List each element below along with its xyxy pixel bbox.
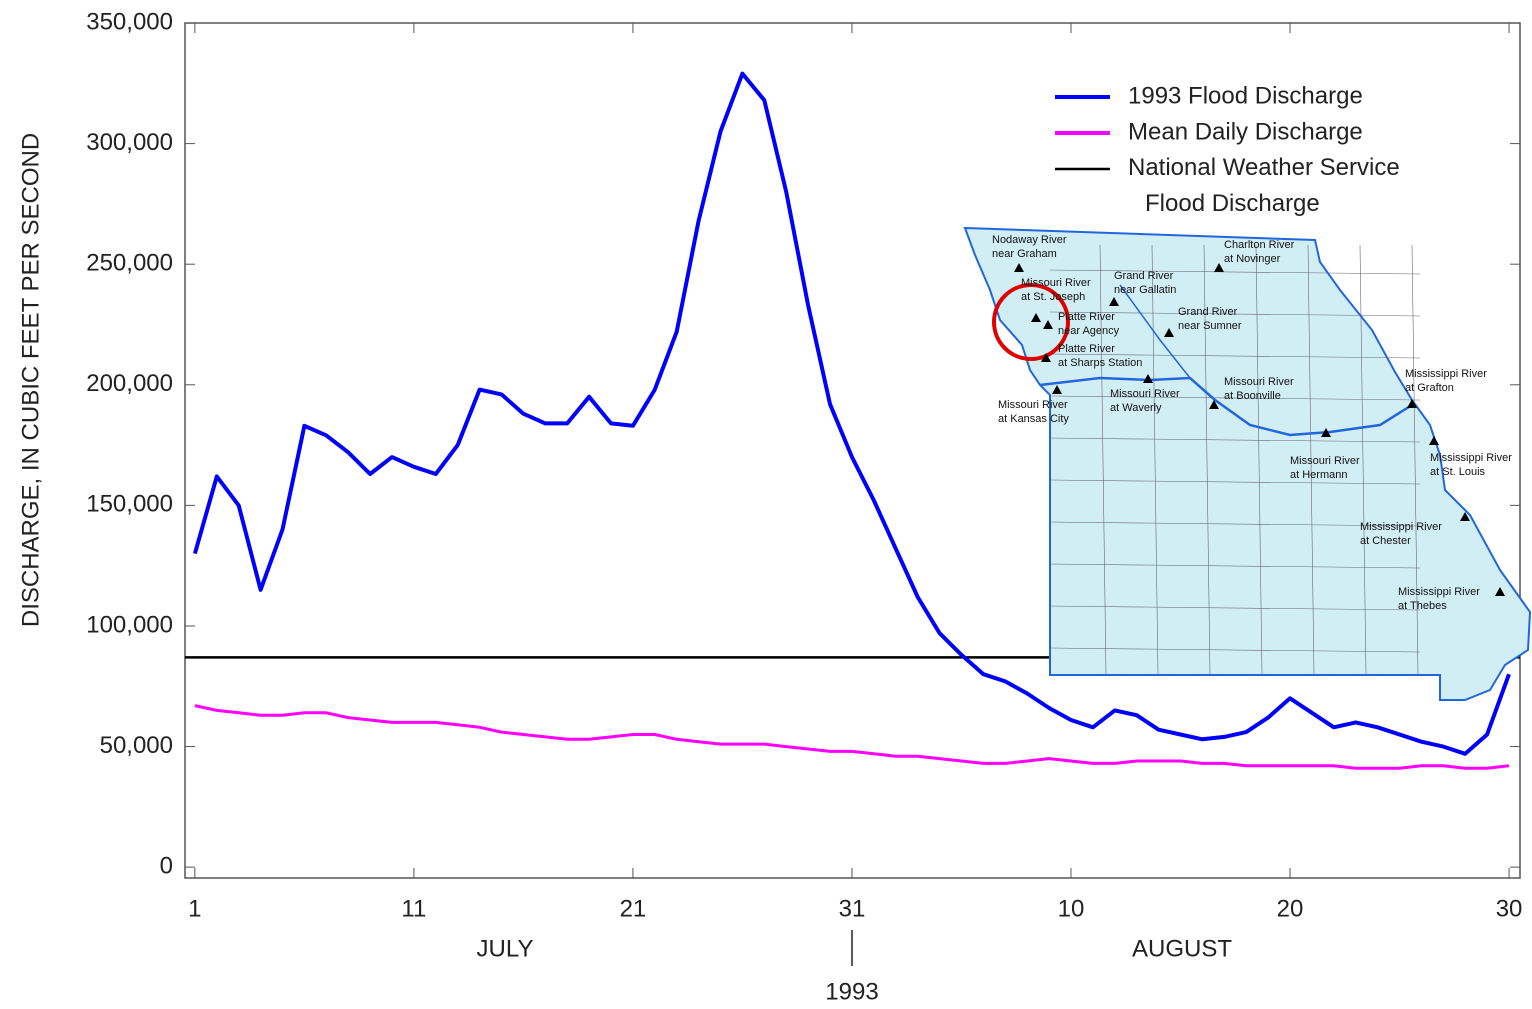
y-tick-label: 50,000 [100, 732, 173, 759]
station-marker [1321, 428, 1331, 437]
county-line [1151, 244, 1159, 676]
station-label: Missouri River at Hermann [1290, 455, 1360, 481]
station-marker [1429, 436, 1439, 445]
y-tick-label: 250,000 [86, 250, 173, 277]
station-label: Platte River at Sharps Station [1058, 343, 1142, 369]
county-line [1049, 311, 1421, 317]
station-marker [1209, 400, 1219, 409]
station-label: Mississippi River at St. Louis [1430, 452, 1512, 478]
station-label: Missouri River at St. Joseph [1021, 277, 1091, 303]
county-line [1049, 605, 1421, 611]
county-line [1049, 563, 1421, 569]
station-marker [1041, 353, 1051, 362]
station-label: Mississippi River at Chester [1360, 521, 1442, 547]
month-label: AUGUST [1132, 935, 1232, 962]
y-axis-label: DISCHARGE, IN CUBIC FEET PER SECOND [17, 133, 44, 627]
legend-label: Mean Daily Discharge [1128, 118, 1363, 145]
month-label: JULY [477, 935, 534, 962]
y-tick-label: 350,000 [86, 8, 173, 35]
county-line [1049, 521, 1421, 527]
y-tick-label: 100,000 [86, 611, 173, 638]
station-marker [1495, 587, 1505, 596]
y-tick-label: 200,000 [86, 370, 173, 397]
station-label: Mississippi River at Grafton [1405, 368, 1487, 394]
station-marker [1014, 263, 1024, 272]
county-line [1049, 437, 1421, 443]
station-label: Missouri River at Waverly [1110, 388, 1180, 414]
station-marker [1164, 328, 1174, 337]
county-line [1203, 244, 1211, 676]
series-line [192, 71, 1511, 756]
x-tick-label: 30 [1496, 895, 1523, 922]
county-line [1099, 244, 1107, 676]
x-tick-label: 21 [620, 895, 647, 922]
x-tick-label: 10 [1058, 895, 1085, 922]
county-line [1359, 244, 1367, 676]
legend-label: 1993 Flood Discharge [1128, 82, 1363, 109]
x-tick-label: 11 [401, 895, 426, 922]
station-label: Grand River near Gallatin [1114, 270, 1176, 296]
county-line [1307, 244, 1315, 676]
station-marker [1407, 399, 1417, 408]
legend-label: National Weather Service Flood Discharge [1128, 154, 1400, 217]
county-line [1049, 479, 1421, 485]
year-label: 1993 [825, 978, 878, 1005]
series-line [194, 704, 1510, 770]
river [1039, 376, 1413, 437]
y-tick-label: 150,000 [86, 491, 173, 518]
station-marker [1109, 297, 1119, 306]
highlight-circle [992, 283, 1070, 361]
x-tick-label: 1 [188, 895, 201, 922]
station-label: Missouri River at Kansas City [998, 399, 1069, 425]
river [1119, 284, 1191, 379]
county-line [1049, 269, 1421, 275]
inset-map: Nodaway River near Graham Charlton River at… [963, 226, 1532, 701]
station-marker [1031, 313, 1041, 322]
station-label: Mississippi River at Thebes [1398, 586, 1480, 612]
county-line [1049, 395, 1421, 401]
county-line [1049, 353, 1421, 359]
station-marker [1043, 320, 1053, 329]
plot-frame [184, 22, 1521, 879]
station-marker [1052, 385, 1062, 394]
station-label: Grand River near Sumner [1178, 306, 1242, 332]
station-marker [1143, 374, 1153, 383]
x-tick-label: 31 [839, 895, 866, 922]
county-line [1255, 244, 1263, 676]
y-tick-label: 0 [160, 852, 173, 879]
x-tick-label: 20 [1277, 895, 1304, 922]
station-marker [1460, 512, 1470, 521]
station-label: Nodaway River near Graham [992, 234, 1067, 260]
county-line [1411, 244, 1419, 676]
station-label: Charlton River at Novinger [1224, 239, 1295, 265]
y-tick-label: 300,000 [86, 129, 173, 156]
station-label: Missouri River at Boonville [1224, 376, 1294, 402]
station-marker [1214, 263, 1224, 272]
station-label: Platte River near Agency [1058, 311, 1120, 337]
county-line [1049, 647, 1421, 653]
